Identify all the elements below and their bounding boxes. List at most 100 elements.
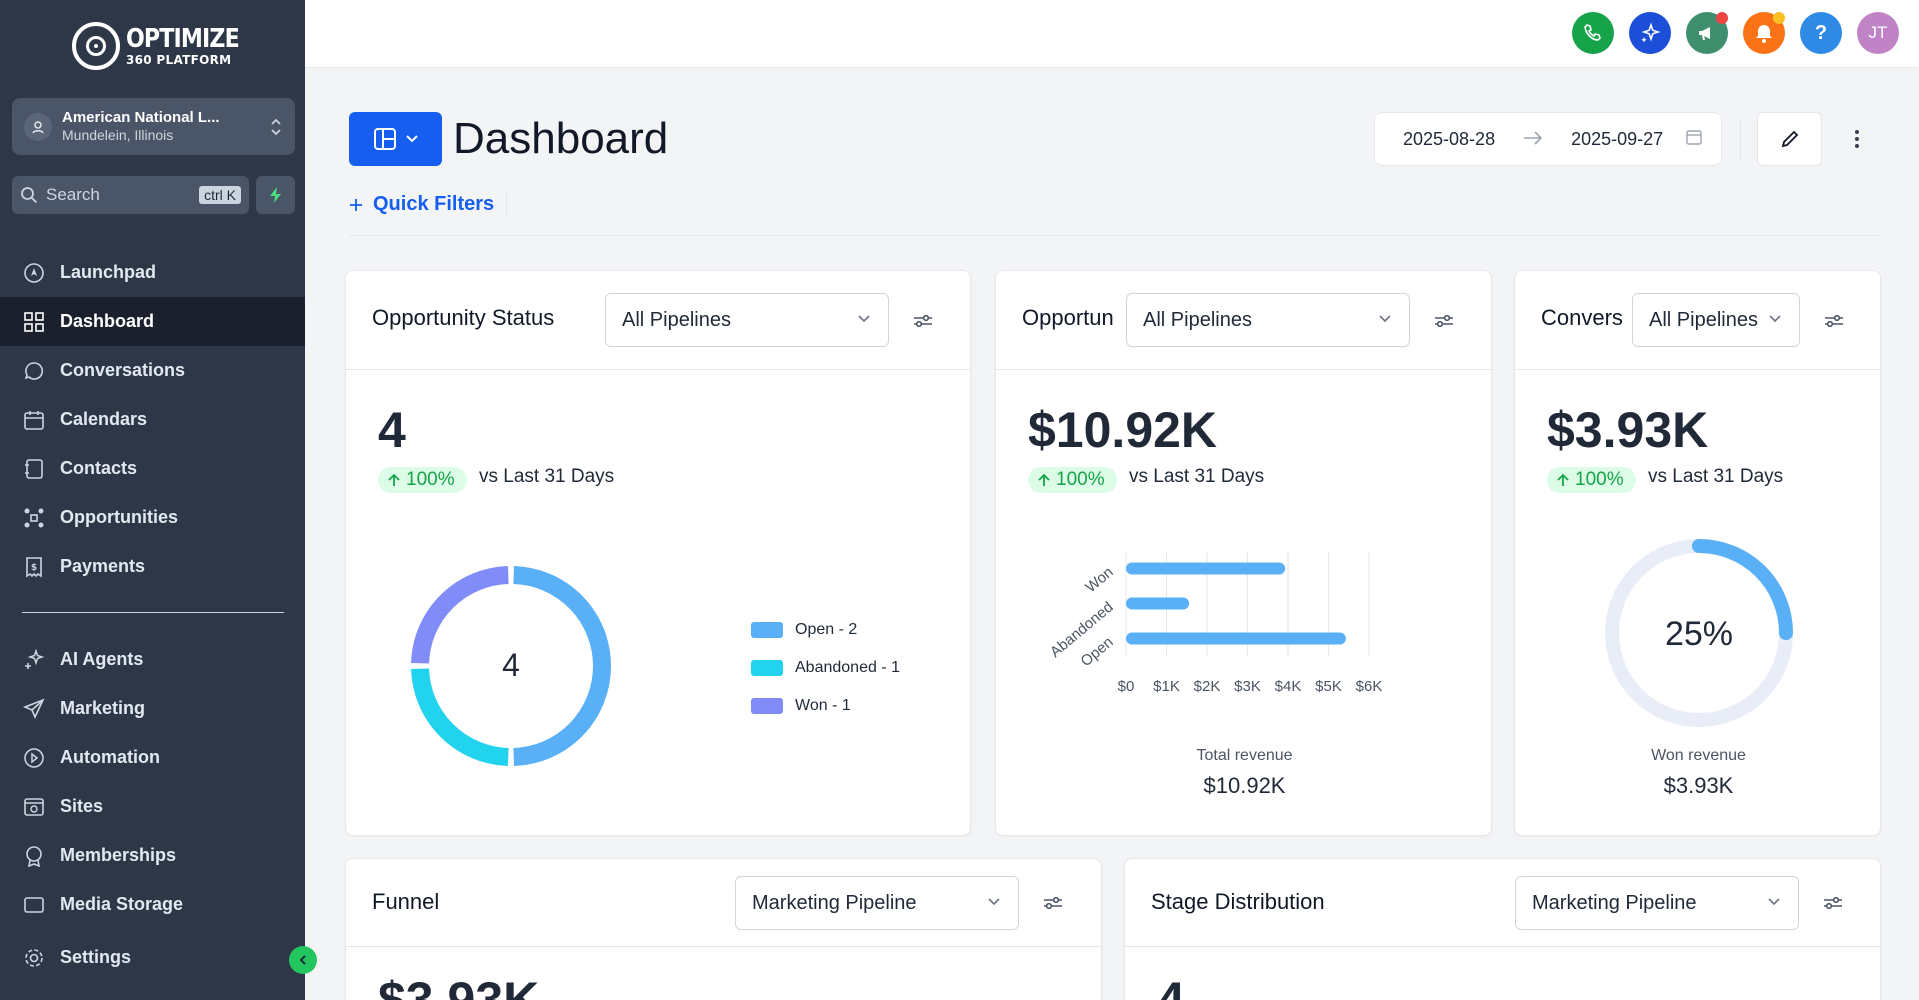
sidebar-item-conversations[interactable]: Conversations	[0, 346, 305, 395]
legend-swatch	[751, 622, 783, 638]
collapse-sidebar-button[interactable]	[289, 946, 317, 974]
won-revenue-value: $3.93K	[1663, 773, 1734, 798]
badge-icon	[22, 844, 46, 868]
select-value: Marketing Pipeline	[752, 891, 917, 914]
gauge-arc-won[interactable]	[1692, 539, 1793, 640]
sidebar-item-opportunities[interactable]: Opportunities	[0, 493, 305, 542]
quick-filters-label: Quick Filters	[373, 193, 495, 215]
more-options-button[interactable]	[1842, 124, 1872, 154]
x-tick-label: $1K	[1153, 678, 1180, 695]
date-range-picker[interactable]: 2025-08-28 2025-09-27	[1374, 112, 1722, 166]
card-title: Stage Distribution	[1151, 889, 1325, 914]
donut-slice-abandoned[interactable]	[411, 668, 509, 766]
sidebar-item-sites[interactable]: Sites	[0, 782, 305, 831]
compare-label: vs Last 31 Days	[479, 466, 615, 487]
dashboard-switcher-button[interactable]	[349, 112, 442, 166]
sidebar-divider	[22, 612, 284, 613]
x-tick-label: $6K	[1356, 678, 1383, 695]
legend-item-abandoned[interactable]: Abandoned - 1	[751, 659, 900, 677]
bolt-icon	[269, 187, 281, 203]
edit-dashboard-button[interactable]	[1757, 112, 1822, 166]
chevron-down-icon	[986, 892, 1002, 915]
sidebar-item-ai-agents[interactable]: AI Agents	[0, 635, 305, 684]
sidebar-item-payments[interactable]: $ Payments	[0, 542, 305, 591]
pipeline-select[interactable]: All Pipelines	[1126, 293, 1410, 347]
pipeline-select[interactable]: Marketing Pipeline	[1515, 876, 1799, 930]
notifications-button[interactable]	[1743, 12, 1785, 54]
won-revenue-label: Won revenue	[1651, 747, 1746, 764]
sidebar-item-marketing[interactable]: Marketing	[0, 684, 305, 733]
automation-icon	[22, 746, 46, 770]
legend-item-won[interactable]: Won - 1	[751, 697, 851, 715]
x-tick-label: $5K	[1315, 678, 1342, 695]
logo-target-icon	[72, 22, 120, 70]
chevron-up-down-icon	[269, 117, 283, 137]
pipeline-select[interactable]: All Pipelines	[605, 293, 889, 347]
sliders-icon	[914, 314, 932, 328]
filter-settings-button[interactable]	[1822, 309, 1846, 333]
bar-open[interactable]	[1126, 632, 1346, 645]
legend-item-open[interactable]: Open - 2	[751, 621, 857, 639]
select-value: All Pipelines	[622, 308, 731, 331]
donut-slice-won[interactable]	[411, 566, 509, 664]
location-switcher[interactable]: American National L... Mundelein, Illino…	[12, 98, 295, 155]
sidebar-item-launchpad[interactable]: Launchpad	[0, 248, 305, 297]
legend-label: Won - 1	[795, 697, 851, 714]
select-value: All Pipelines	[1649, 308, 1758, 331]
sidebar-item-memberships[interactable]: Memberships	[0, 831, 305, 880]
sidebar-item-settings[interactable]: Settings	[0, 933, 305, 982]
bar-abandoned[interactable]	[1126, 597, 1190, 610]
bell-icon	[1756, 25, 1772, 43]
change-badge: 100%	[1547, 467, 1636, 493]
bar-won[interactable]	[1126, 562, 1286, 575]
avatar[interactable]: JT	[1857, 12, 1899, 54]
filter-settings-button[interactable]	[1041, 891, 1065, 915]
card-header: Conversion All Pipelines	[1515, 271, 1880, 370]
more-dot	[1855, 130, 1859, 134]
filter-settings-button[interactable]	[911, 309, 935, 333]
arrow-up-icon	[388, 473, 400, 486]
metric-value: $10.92K	[1028, 402, 1218, 458]
filter-settings-button[interactable]	[1821, 891, 1845, 915]
pipeline-select[interactable]: Marketing Pipeline	[735, 876, 1019, 930]
quick-filters-button[interactable]: Quick Filters	[349, 193, 494, 216]
sidebar-item-dashboard[interactable]: Dashboard	[0, 297, 305, 346]
brand-logo[interactable]: OPTIMIZE 360 PLATFORM	[72, 22, 259, 70]
metric-value: $3.93K	[1547, 402, 1709, 458]
opportunity-value-card: Opportunity Value All Pipelines $10.92K …	[995, 270, 1492, 836]
sidebar-item-label: Calendars	[60, 409, 148, 429]
announcements-button[interactable]	[1686, 12, 1728, 54]
chevron-down-icon	[1377, 309, 1393, 332]
sidebar-item-contacts[interactable]: Contacts	[0, 444, 305, 493]
sliders-icon	[1825, 314, 1843, 328]
pipeline-select[interactable]: All Pipelines	[1632, 293, 1800, 347]
layout-icon	[373, 128, 396, 150]
help-button[interactable]: ?	[1800, 12, 1842, 54]
search-shortcut: ctrl K	[199, 186, 241, 204]
total-revenue-value: $10.92K	[1203, 773, 1286, 798]
svg-text:$: $	[31, 563, 37, 573]
total-revenue-label: Total revenue	[1196, 747, 1293, 764]
select-value: All Pipelines	[1143, 308, 1252, 331]
sidebar-item-label: Opportunities	[60, 507, 178, 527]
sidebar-item-label: AI Agents	[60, 649, 144, 669]
secondary-nav: AI Agents Marketing Automation Sites Mem…	[0, 635, 305, 917]
quick-actions-button[interactable]	[256, 176, 295, 214]
arrow-up-icon	[1038, 473, 1050, 486]
sidebar-item-calendars[interactable]: Calendars	[0, 395, 305, 444]
payments-icon: $	[22, 555, 46, 579]
filter-settings-button[interactable]	[1432, 309, 1456, 333]
change-value: 100%	[1056, 469, 1105, 490]
header-divider	[349, 235, 1879, 236]
phone-button[interactable]	[1572, 12, 1614, 54]
ai-assistant-button[interactable]	[1629, 12, 1671, 54]
main-nav: Launchpad Dashboard Conversations Calend…	[0, 248, 305, 591]
ai-sparkle-icon	[22, 648, 46, 672]
search-input[interactable]: Search ctrl K	[12, 176, 249, 214]
sidebar-item-media-storage[interactable]: Media Storage	[0, 880, 305, 917]
metric-value: 4	[378, 402, 406, 458]
chevron-down-icon	[1767, 309, 1783, 332]
sidebar-item-automation[interactable]: Automation	[0, 733, 305, 782]
grid-icon	[22, 310, 46, 334]
donut-slice-open[interactable]	[513, 566, 611, 766]
